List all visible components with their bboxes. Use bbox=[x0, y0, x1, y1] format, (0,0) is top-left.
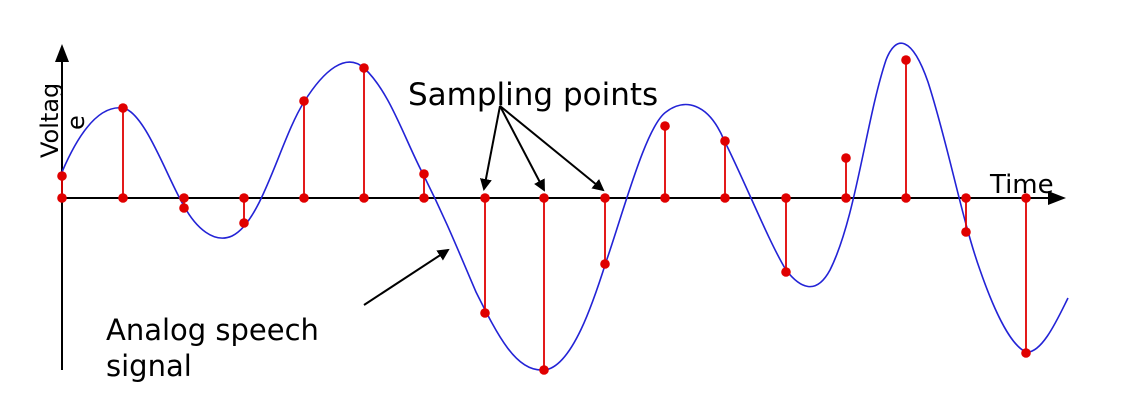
signal-sample-dot bbox=[901, 55, 911, 65]
analog-label-line1: Analog speech bbox=[106, 313, 319, 347]
x-axis-arrowhead bbox=[1048, 191, 1066, 205]
signal-sample-dot bbox=[118, 103, 128, 113]
voltage-label-main: Voltag bbox=[22, 62, 64, 162]
signal-sample-dot bbox=[660, 121, 670, 131]
voltage-axis-label: Voltag e bbox=[22, 62, 90, 162]
signal-sample-dot bbox=[539, 365, 549, 375]
signal-sample-dot bbox=[359, 63, 369, 73]
signal-sample-dot bbox=[781, 267, 791, 277]
voltage-label-tail: e bbox=[62, 115, 90, 130]
axis-sample-dot bbox=[720, 193, 730, 203]
signal-sample-dot bbox=[1021, 348, 1031, 358]
sampling-arrow-right bbox=[499, 105, 605, 192]
analog-label-line2: signal bbox=[106, 349, 192, 383]
sampling-points-label: Sampling points bbox=[408, 77, 659, 113]
time-axis-label: Time bbox=[990, 170, 1054, 200]
y-axis-arrowhead bbox=[55, 44, 69, 62]
axis-sample-dot bbox=[600, 193, 610, 203]
axis-sample-dot bbox=[57, 193, 67, 203]
axis-sample-dot bbox=[961, 193, 971, 203]
signal-sample-dots bbox=[57, 55, 1031, 375]
axis-sample-dot bbox=[239, 193, 249, 203]
signal-sample-dot bbox=[239, 218, 249, 228]
signal-sample-dot bbox=[841, 153, 851, 163]
analog-signal-label: Analog speech signal bbox=[106, 312, 319, 384]
sampling-arrow-middle bbox=[499, 105, 545, 192]
axis-sample-dot bbox=[1021, 193, 1031, 203]
sampling-arrow-left bbox=[480, 105, 501, 191]
analog-signal-arrow bbox=[363, 248, 450, 306]
axis-sample-dot bbox=[841, 193, 851, 203]
axis-sample-dot bbox=[179, 193, 189, 203]
axis-sample-dot bbox=[118, 193, 128, 203]
axis-sample-dot bbox=[781, 193, 791, 203]
signal-sample-dot bbox=[480, 308, 490, 318]
axis-sample-dot bbox=[419, 193, 429, 203]
voltage-label-main-text: Voltag bbox=[36, 82, 64, 158]
axis-sample-dots bbox=[57, 193, 1031, 203]
axis-sample-dot bbox=[901, 193, 911, 203]
signal-sample-dot bbox=[961, 227, 971, 237]
signal-sample-dot bbox=[600, 259, 610, 269]
signal-sample-dot bbox=[179, 203, 189, 213]
axis-sample-dot bbox=[359, 193, 369, 203]
signal-sample-dot bbox=[299, 96, 309, 106]
signal-sample-dot bbox=[57, 171, 67, 181]
axis-sample-dot bbox=[660, 193, 670, 203]
signal-sample-dot bbox=[419, 169, 429, 179]
axis-sample-dot bbox=[539, 193, 549, 203]
axis-sample-dot bbox=[299, 193, 309, 203]
signal-sample-dot bbox=[720, 136, 730, 146]
axis-sample-dot bbox=[480, 193, 490, 203]
